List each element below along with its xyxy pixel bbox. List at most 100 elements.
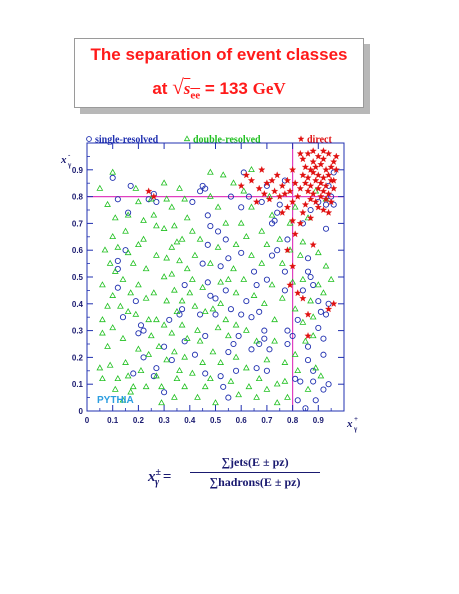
formula-fraction: ∑jets(E ± pz) ∑hadrons(E ± pz)	[190, 455, 320, 490]
x-tick-label: 0.7	[261, 416, 273, 425]
data-point-direct	[150, 192, 158, 200]
title-line-2: at √see = 133 GeV	[75, 75, 363, 101]
data-point-double-resolved	[160, 321, 168, 328]
data-point-direct	[283, 203, 292, 211]
data-point-direct	[309, 190, 317, 198]
data-point-direct	[278, 182, 286, 189]
data-point-single-resolved	[125, 209, 132, 216]
data-point-single-resolved	[140, 354, 147, 361]
data-point-single-resolved	[222, 287, 229, 294]
data-point-double-resolved	[104, 302, 111, 309]
data-point-single-resolved	[320, 351, 327, 358]
data-point-direct	[322, 165, 330, 173]
data-point-single-resolved	[225, 394, 232, 401]
data-point-double-resolved	[278, 294, 286, 301]
data-point-double-resolved	[160, 273, 168, 280]
data-point-direct	[260, 190, 268, 198]
data-point-direct	[306, 214, 315, 222]
data-point-double-resolved	[168, 329, 176, 336]
data-point-direct	[319, 187, 328, 195]
data-point-double-resolved	[268, 211, 276, 218]
data-point-single-resolved	[150, 373, 157, 380]
data-point-direct	[299, 171, 307, 179]
data-point-double-resolved	[214, 324, 222, 331]
data-point-double-resolved	[255, 375, 263, 382]
data-point-single-resolved	[276, 201, 283, 208]
data-point-double-resolved	[188, 275, 196, 282]
data-point-double-resolved	[268, 281, 276, 288]
data-point-double-resolved	[142, 294, 150, 301]
data-point-single-resolved	[204, 279, 211, 286]
data-point-double-resolved	[99, 281, 106, 288]
data-point-double-resolved	[214, 243, 222, 250]
data-point-single-resolved	[258, 198, 265, 206]
data-point-direct	[319, 206, 328, 214]
data-point-direct	[296, 149, 304, 157]
x-tick-label: 0.1	[107, 416, 119, 425]
data-point-single-resolved	[212, 295, 219, 302]
data-point-double-resolved	[173, 308, 181, 315]
data-point-single-resolved	[202, 332, 209, 340]
data-point-direct	[258, 165, 266, 173]
data-point-double-resolved	[242, 326, 250, 333]
data-point-double-resolved	[124, 372, 132, 379]
sqrt-sign: √	[172, 75, 184, 99]
data-point-single-resolved	[153, 365, 160, 372]
data-point-single-resolved	[189, 198, 196, 206]
data-point-single-resolved	[256, 340, 263, 348]
y-tick-label: 0.9	[72, 166, 84, 175]
data-point-single-resolved	[310, 281, 317, 289]
data-point-single-resolved	[245, 193, 252, 200]
data-point-direct	[247, 176, 256, 184]
data-point-double-resolved	[248, 165, 255, 172]
data-point-single-resolved	[268, 252, 276, 259]
data-point-double-resolved	[245, 383, 253, 390]
data-point-double-resolved	[114, 375, 122, 382]
formula: x±γ = ∑jets(E ± pz) ∑hadrons(E ± pz)	[148, 455, 320, 505]
data-point-direct	[270, 187, 279, 195]
data-point-double-resolved	[119, 334, 127, 341]
data-point-double-resolved	[278, 259, 286, 266]
data-point-single-resolved	[168, 357, 175, 364]
data-point-direct	[324, 149, 333, 157]
data-point-single-resolved	[250, 268, 258, 275]
data-point-double-resolved	[140, 235, 147, 242]
data-point-double-resolved	[127, 289, 135, 296]
data-point-double-resolved	[104, 200, 111, 207]
data-point-direct	[324, 305, 333, 313]
data-point-double-resolved	[111, 267, 119, 274]
data-point-double-resolved	[309, 332, 317, 339]
data-point-double-resolved	[142, 265, 150, 272]
data-point-double-resolved	[183, 214, 191, 221]
data-point-single-resolved	[161, 343, 168, 350]
data-point-single-resolved	[202, 370, 209, 377]
data-point-double-resolved	[232, 289, 240, 296]
data-point-double-resolved	[227, 377, 235, 384]
data-point-double-resolved	[147, 332, 155, 339]
data-point-single-resolved	[292, 375, 299, 382]
data-point-direct	[312, 176, 320, 184]
data-point-double-resolved	[160, 179, 168, 186]
data-point-direct	[322, 195, 330, 203]
data-point-single-resolved	[235, 332, 242, 340]
data-point-double-resolved	[196, 337, 204, 344]
data-point-double-resolved	[291, 203, 299, 210]
title-value: = 133	[204, 79, 248, 98]
data-point-double-resolved	[263, 241, 271, 248]
data-point-double-resolved	[263, 356, 271, 363]
scatter-chart: 00 0.1 0.1 0.2 0.2 0.3 0.3 0.4 0.4 0.5 0.5 0.6 0.6 0.…	[60, 135, 358, 434]
title-line-1: The separation of event classes	[90, 45, 348, 64]
data-point-double-resolved	[114, 243, 122, 250]
data-point-double-resolved	[291, 350, 299, 357]
data-point-double-resolved	[299, 275, 307, 282]
data-point-single-resolved	[284, 327, 291, 334]
data-point-double-resolved	[178, 235, 186, 242]
data-point-double-resolved	[232, 353, 240, 360]
data-point-direct	[288, 216, 297, 224]
data-point-single-resolved	[261, 335, 268, 342]
data-point-direct	[301, 200, 310, 208]
x-tick-label: 0.9	[313, 416, 325, 425]
data-point-double-resolved	[101, 246, 109, 253]
data-point-direct	[288, 262, 297, 270]
data-point-double-resolved	[106, 259, 114, 266]
